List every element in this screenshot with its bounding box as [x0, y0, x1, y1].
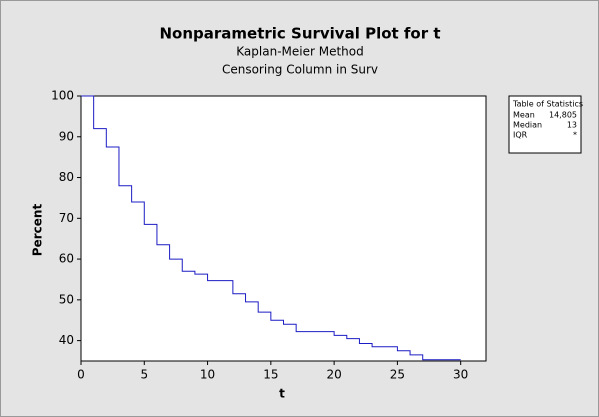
stats-value: 13	[567, 121, 577, 130]
stats-box	[508, 95, 582, 154]
y-tick-label: 70	[59, 211, 74, 225]
x-tick-label: 20	[326, 368, 341, 382]
stats-value: 14,805	[549, 111, 577, 120]
y-tick-label: 90	[59, 129, 74, 143]
y-tick-label: 100	[51, 89, 74, 103]
x-tick-label: 30	[453, 368, 468, 382]
x-tick-label: 5	[140, 368, 148, 382]
y-tick-label: 80	[59, 170, 74, 184]
survival-line	[81, 95, 461, 361]
subtitle: Censoring Column in Surv	[222, 63, 378, 77]
stats-title: Table of Statistics	[512, 100, 583, 109]
y-tick-label: 50	[59, 292, 74, 306]
stats-value: *	[573, 131, 577, 140]
x-axis-label: t	[279, 387, 285, 401]
y-tick-label: 40	[59, 333, 74, 347]
x-tick-label: 25	[390, 368, 405, 382]
stats-label: Median	[513, 121, 542, 130]
subtitle: Kaplan-Meier Method	[236, 45, 363, 59]
y-axis-label: Percent	[31, 204, 45, 257]
stats-table: Table of Statistics	[508, 95, 583, 154]
x-tick-label: 10	[200, 368, 215, 382]
chart-title: Nonparametric Survival Plot for t	[159, 25, 440, 43]
x-tick-label: 0	[77, 368, 85, 382]
x-tick-label: 15	[263, 368, 278, 382]
stats-label: IQR	[513, 131, 528, 140]
plot-area	[80, 95, 487, 362]
stats-label: Mean	[513, 111, 535, 120]
y-tick-label: 60	[59, 252, 74, 266]
